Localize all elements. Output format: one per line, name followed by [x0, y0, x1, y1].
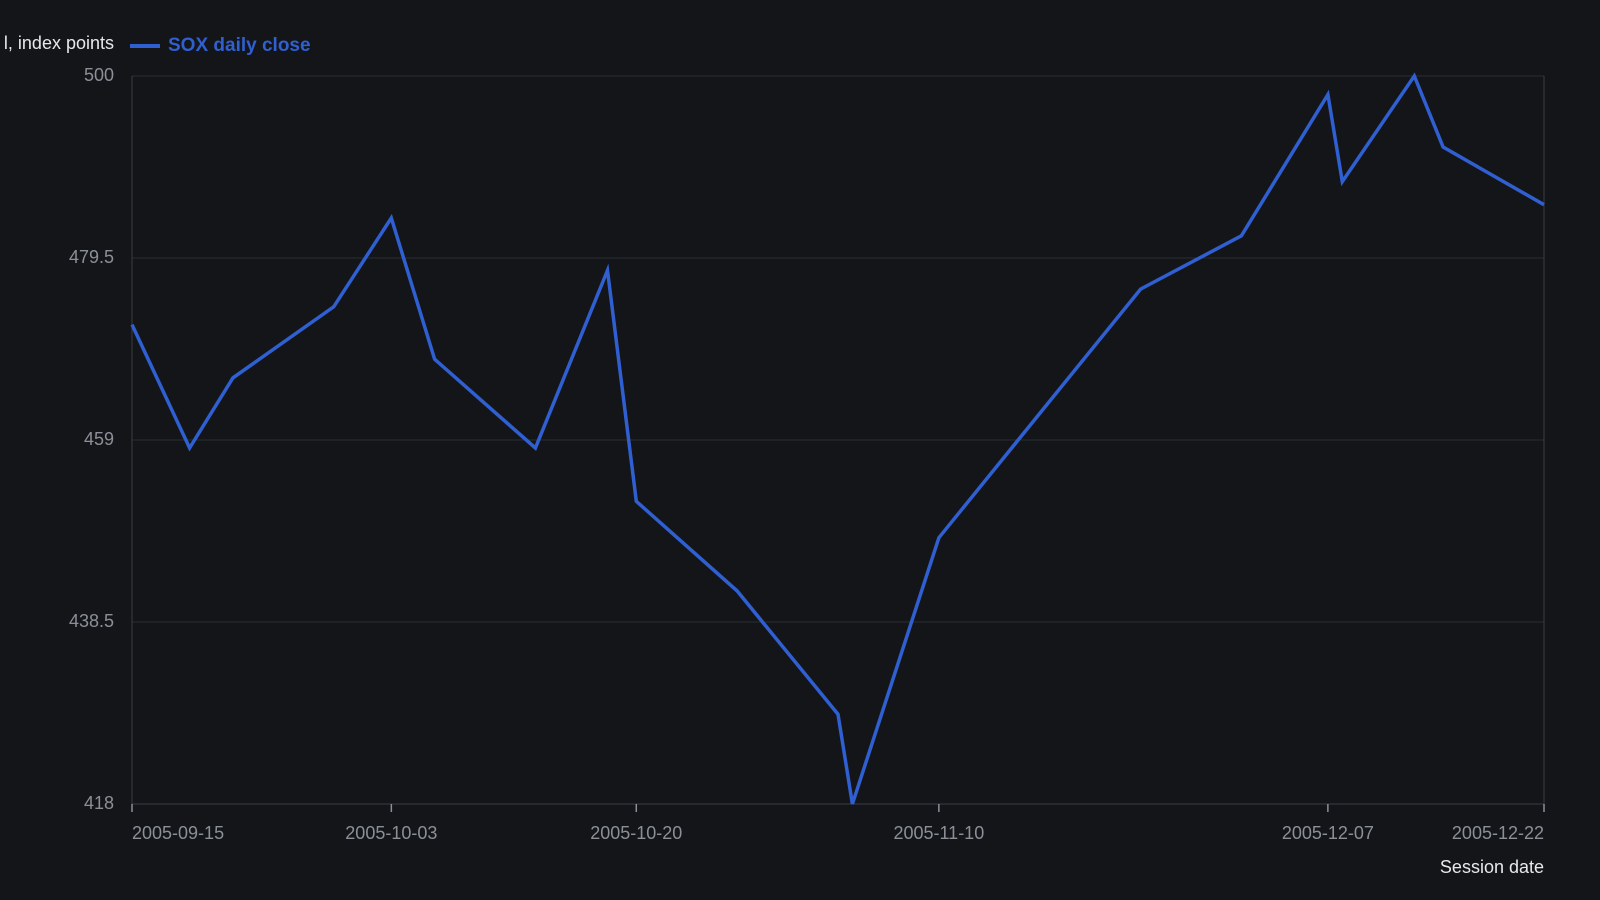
y-axis-title: l, index points — [4, 33, 114, 53]
x-axis-title: Session date — [1440, 857, 1544, 877]
data-line — [130, 72, 1545, 805]
x-tick-label: 2005-10-03 — [345, 823, 437, 843]
x-tick-label: 2005-12-07 — [1282, 823, 1374, 843]
y-tick-label: 500 — [84, 65, 114, 85]
y-tick-label: 459 — [84, 429, 114, 449]
x-tick-label: 2005-12-22 — [1452, 823, 1544, 843]
y-tick-label: 418 — [84, 793, 114, 813]
x-tick-label: 2005-09-15 — [132, 823, 224, 843]
y-tick-label: 438.5 — [69, 611, 114, 631]
y-tick-label: 479.5 — [69, 247, 114, 267]
x-tick-label: 2005-11-10 — [893, 823, 984, 843]
legend-label: SOX daily close — [168, 35, 311, 56]
x-tick-label: 2005-10-20 — [590, 823, 682, 843]
